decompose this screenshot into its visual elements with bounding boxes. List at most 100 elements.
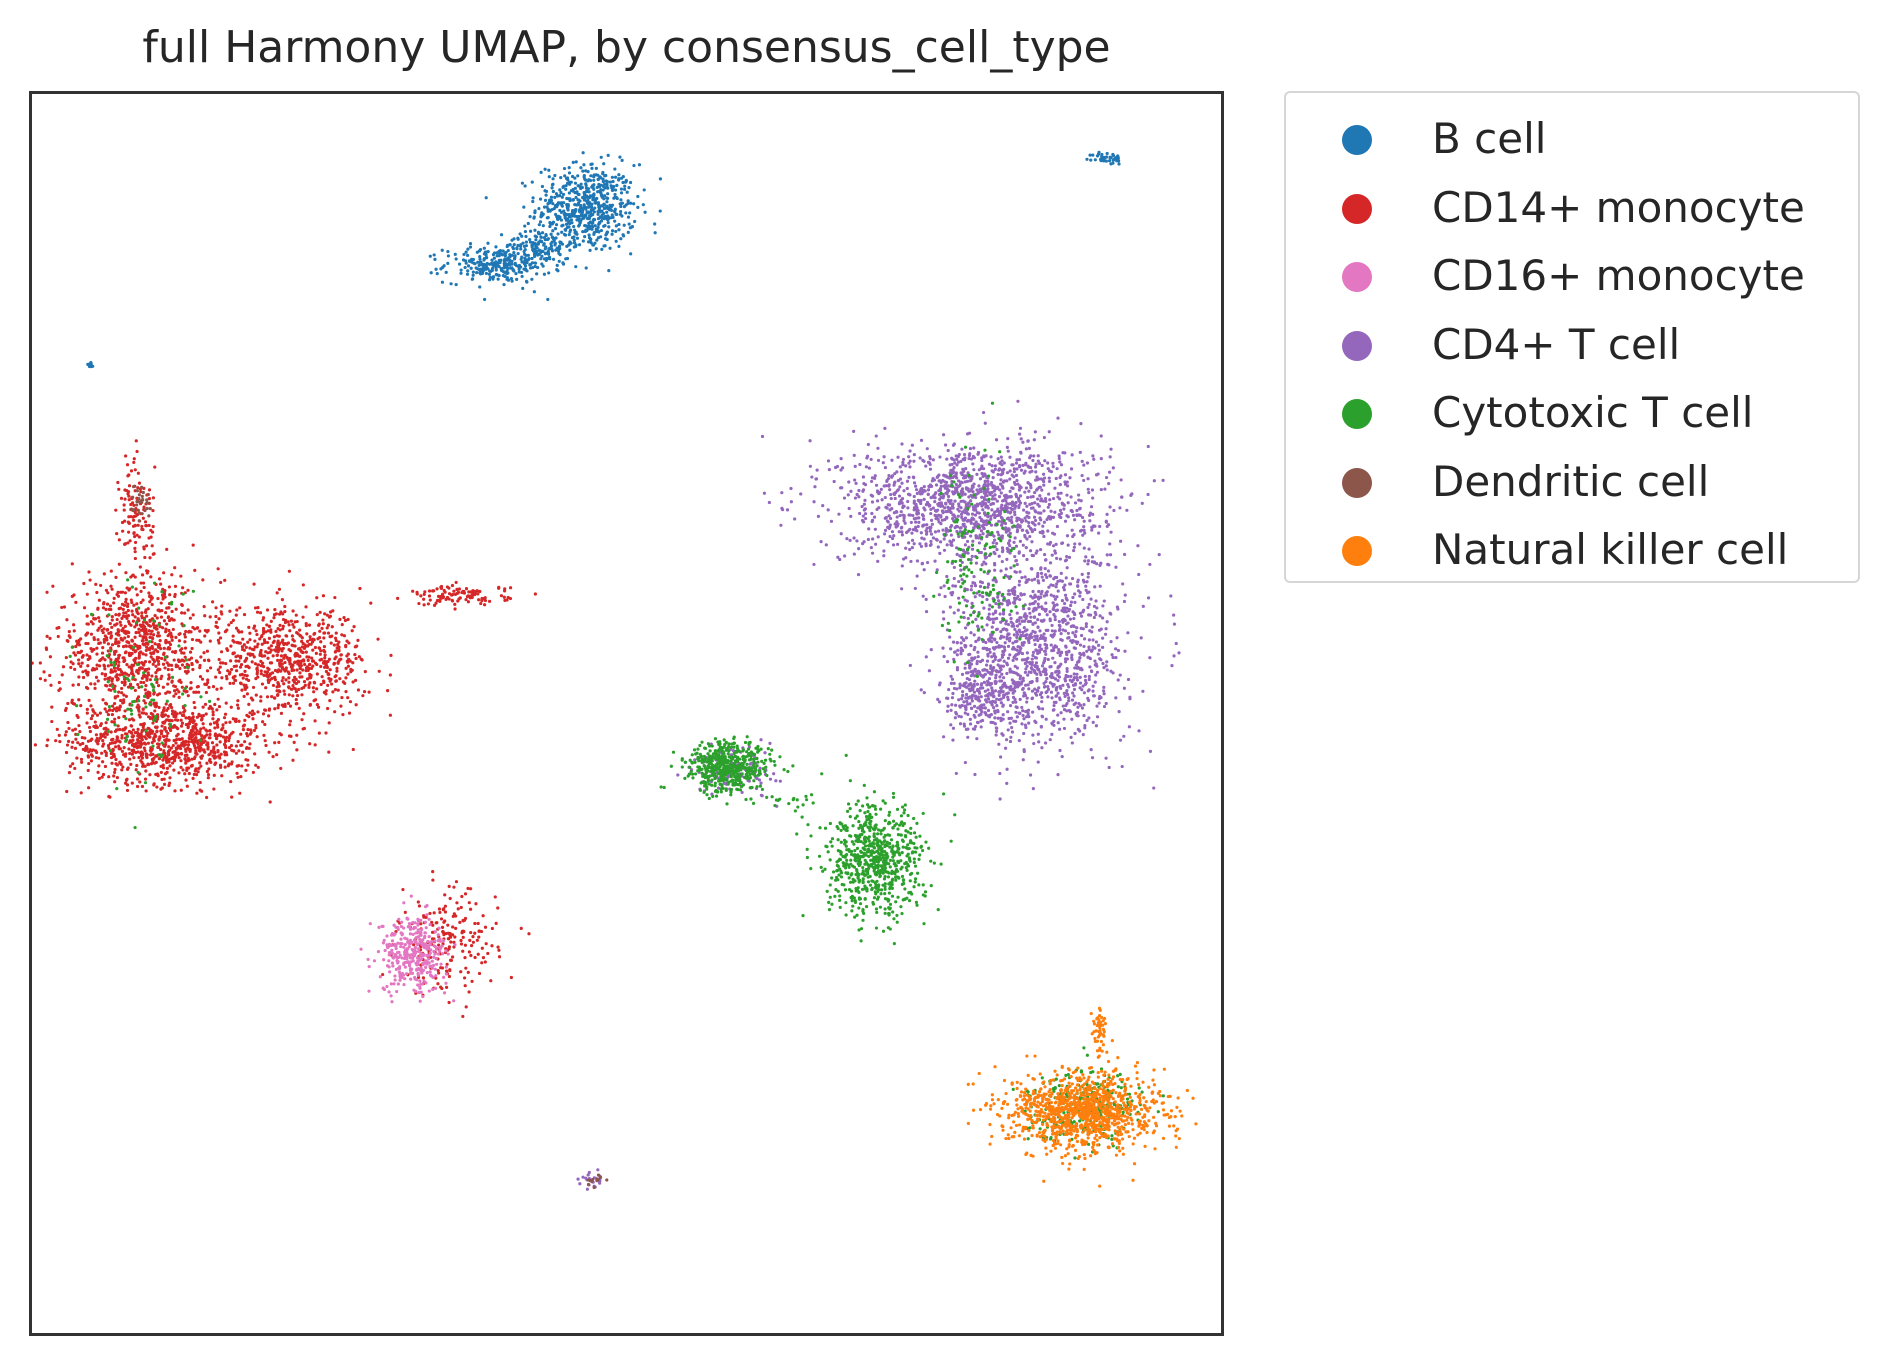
data-point: [188, 720, 192, 724]
data-point: [223, 578, 227, 582]
data-point: [367, 690, 371, 694]
data-point: [943, 443, 948, 447]
data-point: [154, 648, 158, 652]
data-point: [253, 752, 257, 756]
data-point: [240, 688, 244, 692]
data-point: [45, 590, 49, 594]
data-point: [134, 439, 138, 443]
data-point: [554, 192, 559, 196]
data-point: [503, 252, 507, 256]
data-point: [246, 763, 250, 767]
data-point: [490, 266, 495, 271]
data-point: [228, 720, 232, 724]
data-point: [466, 264, 471, 268]
data-point: [254, 763, 258, 767]
data-point: [142, 585, 146, 590]
data-point: [291, 609, 295, 613]
data-point: [90, 668, 94, 672]
data-point: [547, 271, 551, 275]
data-point: [605, 230, 609, 234]
data-point: [325, 665, 330, 670]
data-point: [1097, 150, 1101, 154]
data-point: [392, 923, 396, 927]
data-point: [497, 948, 501, 952]
data-point: [243, 718, 247, 722]
data-point: [162, 571, 166, 575]
data-point: [332, 643, 336, 647]
data-point: [1020, 575, 1024, 580]
data-point: [471, 940, 475, 944]
data-point: [135, 593, 139, 597]
data-point: [160, 711, 164, 715]
data-point: [907, 455, 911, 459]
data-point: [147, 629, 151, 633]
data-point: [54, 739, 58, 743]
data-point: [468, 245, 473, 249]
data-point: [165, 734, 169, 738]
data-point: [113, 669, 117, 673]
data-point: [447, 937, 451, 941]
data-point: [351, 661, 355, 665]
data-point: [163, 589, 167, 593]
data-point: [431, 923, 435, 927]
point-cluster: [33, 680, 328, 804]
data-point: [613, 195, 617, 199]
data-point: [1073, 592, 1077, 596]
data-point: [145, 678, 149, 682]
data-point: [86, 768, 90, 773]
data-point: [1014, 473, 1019, 477]
data-point: [133, 556, 137, 561]
data-point: [149, 651, 154, 656]
data-point: [463, 265, 467, 270]
data-point: [99, 732, 103, 736]
data-point: [238, 665, 243, 669]
data-point: [93, 720, 97, 724]
data-point: [564, 184, 568, 188]
data-point: [1098, 584, 1102, 588]
data-point: [70, 698, 74, 702]
data-point: [101, 646, 105, 650]
data-point: [103, 764, 108, 769]
data-point: [76, 650, 80, 655]
data-point: [311, 648, 315, 652]
data-point: [554, 248, 558, 252]
data-point: [104, 607, 108, 611]
data-point: [401, 887, 405, 892]
data-point: [588, 195, 592, 200]
data-point: [322, 645, 327, 649]
data-point: [538, 220, 543, 224]
data-point: [523, 229, 528, 234]
data-point: [148, 619, 152, 623]
data-point: [213, 762, 217, 766]
data-point: [468, 907, 473, 911]
data-point: [126, 474, 130, 478]
data-point: [248, 653, 252, 657]
data-point: [432, 603, 437, 607]
data-point: [113, 729, 117, 734]
data-point: [528, 266, 533, 270]
data-point: [484, 267, 488, 271]
data-point: [200, 789, 204, 793]
data-point: [313, 698, 318, 702]
data-point: [436, 939, 440, 943]
data-point: [220, 612, 224, 616]
data-point: [79, 704, 83, 708]
data-point: [780, 491, 784, 495]
data-point: [167, 628, 171, 633]
data-point: [861, 514, 865, 518]
data-point: [163, 666, 167, 670]
data-point: [433, 939, 437, 943]
data-point: [182, 744, 186, 748]
data-point: [582, 203, 586, 207]
data-point: [269, 619, 273, 623]
data-point: [193, 706, 197, 710]
data-point: [238, 791, 242, 795]
data-point: [217, 617, 221, 621]
data-point: [135, 705, 139, 709]
data-point: [435, 587, 439, 591]
data-point: [155, 693, 160, 697]
data-point: [270, 671, 275, 675]
data-point: [185, 768, 189, 773]
data-point: [172, 689, 177, 693]
data-point: [593, 241, 597, 245]
